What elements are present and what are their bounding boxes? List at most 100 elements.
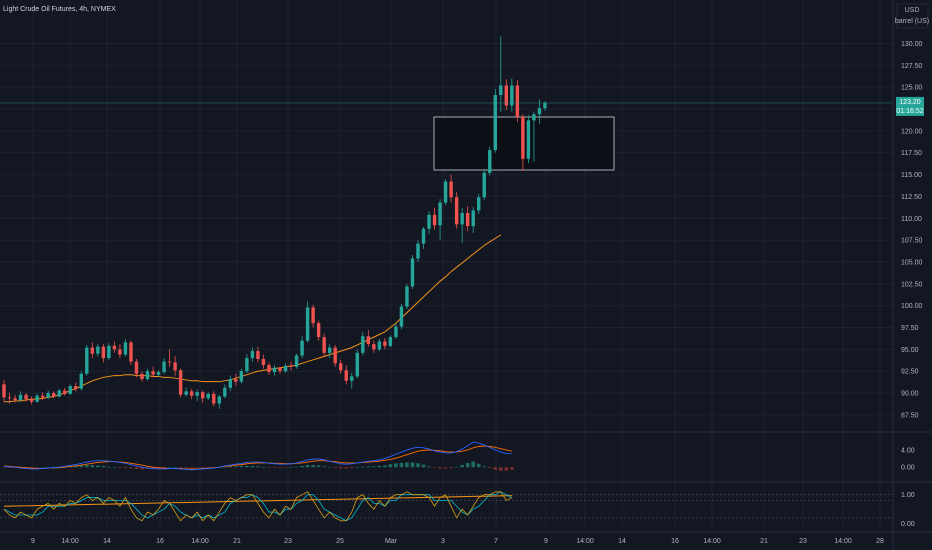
- price-scale-units-box[interactable]: [896, 3, 929, 29]
- candle-body[interactable]: [421, 228, 426, 244]
- candle-body[interactable]: [350, 376, 354, 381]
- candle-body[interactable]: [195, 392, 199, 396]
- candle-body[interactable]: [245, 358, 249, 372]
- candle-body[interactable]: [18, 394, 23, 401]
- candle-body[interactable]: [510, 85, 514, 106]
- candle-body[interactable]: [449, 181, 453, 198]
- candle-body[interactable]: [24, 394, 28, 400]
- candle-body[interactable]: [543, 102, 547, 109]
- candle-body[interactable]: [156, 372, 161, 375]
- candle-body[interactable]: [465, 213, 470, 227]
- candle-body[interactable]: [300, 340, 304, 356]
- candle-body[interactable]: [228, 379, 233, 388]
- candle-body[interactable]: [488, 150, 492, 173]
- candle-body[interactable]: [79, 373, 83, 389]
- candle-body[interactable]: [35, 395, 39, 402]
- candle-body[interactable]: [118, 349, 122, 355]
- candle-body[interactable]: [57, 390, 61, 397]
- candle-body[interactable]: [366, 336, 371, 345]
- candle-body[interactable]: [173, 362, 177, 371]
- candle-body[interactable]: [101, 346, 106, 359]
- candle-body[interactable]: [234, 379, 238, 382]
- candle-body[interactable]: [217, 396, 221, 404]
- candle-body[interactable]: [405, 286, 409, 307]
- candle-body[interactable]: [427, 214, 431, 229]
- candle-body[interactable]: [333, 347, 337, 364]
- candle-body[interactable]: [339, 363, 343, 371]
- candle-body[interactable]: [526, 120, 531, 159]
- candle-body[interactable]: [471, 210, 475, 227]
- candle-body[interactable]: [377, 341, 382, 350]
- candle-body[interactable]: [74, 386, 78, 389]
- candle-body[interactable]: [13, 398, 17, 401]
- candle-body[interactable]: [46, 393, 50, 398]
- candle-body[interactable]: [416, 243, 420, 259]
- candle-body[interactable]: [344, 370, 348, 381]
- candle-body[interactable]: [327, 347, 332, 353]
- candle-body[interactable]: [184, 391, 188, 395]
- candle-body[interactable]: [85, 347, 89, 374]
- candle-body[interactable]: [361, 336, 365, 353]
- candle-body[interactable]: [167, 361, 172, 363]
- candle-body[interactable]: [112, 345, 117, 350]
- candle-body[interactable]: [294, 355, 299, 367]
- candle-body[interactable]: [96, 346, 100, 354]
- candle-body[interactable]: [477, 197, 481, 211]
- candle-body[interactable]: [40, 395, 45, 398]
- candle-body[interactable]: [537, 108, 542, 115]
- candle-body[interactable]: [388, 337, 393, 346]
- candle-body[interactable]: [272, 367, 277, 373]
- candle-body[interactable]: [289, 365, 293, 367]
- candle-body[interactable]: [129, 342, 133, 362]
- candle-body[interactable]: [316, 323, 321, 338]
- candle-body[interactable]: [212, 393, 216, 404]
- candle-body[interactable]: [432, 214, 437, 226]
- candle-body[interactable]: [493, 95, 497, 151]
- candle-body[interactable]: [256, 351, 260, 359]
- candle-body[interactable]: [123, 342, 128, 355]
- candle-body[interactable]: [443, 181, 448, 203]
- candle-body[interactable]: [63, 390, 67, 394]
- candle-body[interactable]: [90, 347, 95, 354]
- candle-body[interactable]: [372, 344, 376, 350]
- candle-body[interactable]: [250, 351, 255, 359]
- candle-body[interactable]: [2, 384, 6, 398]
- candle-body[interactable]: [399, 306, 404, 327]
- candle-body[interactable]: [151, 371, 155, 375]
- candle-body[interactable]: [410, 258, 415, 287]
- candle-body[interactable]: [278, 367, 282, 372]
- candle-body[interactable]: [51, 393, 56, 397]
- candle-body[interactable]: [223, 387, 227, 397]
- candle-body[interactable]: [499, 85, 503, 96]
- candle-body[interactable]: [322, 337, 326, 353]
- candle-body[interactable]: [206, 393, 210, 399]
- candle-body[interactable]: [283, 365, 288, 372]
- candle-body[interactable]: [189, 391, 194, 396]
- price-axis[interactable]: 130.00127.50125.00122.50120.00117.50115.…: [901, 41, 923, 528]
- candle-body[interactable]: [267, 365, 271, 373]
- candle-body[interactable]: [178, 370, 183, 395]
- candle-body[interactable]: [140, 373, 144, 380]
- candle-body[interactable]: [261, 358, 266, 366]
- candle-body[interactable]: [394, 326, 398, 338]
- candle-body[interactable]: [521, 116, 525, 159]
- time-axis[interactable]: 9 14:00 14 16 14:00 21 23 25 Mar 3 7 9 14:00 14 16 14:0…: [31, 538, 884, 545]
- candle-body[interactable]: [68, 386, 72, 394]
- candle-body[interactable]: [305, 307, 310, 341]
- candle-body[interactable]: [201, 392, 205, 399]
- candle-body[interactable]: [162, 361, 166, 373]
- candle-body[interactable]: [134, 361, 139, 374]
- candle-body[interactable]: [107, 345, 111, 359]
- candle-body[interactable]: [239, 371, 244, 382]
- candle-body[interactable]: [532, 114, 536, 121]
- candle-body[interactable]: [438, 202, 442, 226]
- candle-body[interactable]: [454, 197, 459, 225]
- candle-body[interactable]: [145, 371, 150, 380]
- candle-body[interactable]: [29, 399, 34, 402]
- candle-body[interactable]: [482, 172, 486, 198]
- candle-body[interactable]: [515, 85, 520, 117]
- candle-body[interactable]: [460, 213, 464, 225]
- candle-body[interactable]: [355, 352, 359, 377]
- candlestick-series[interactable]: [2, 36, 547, 409]
